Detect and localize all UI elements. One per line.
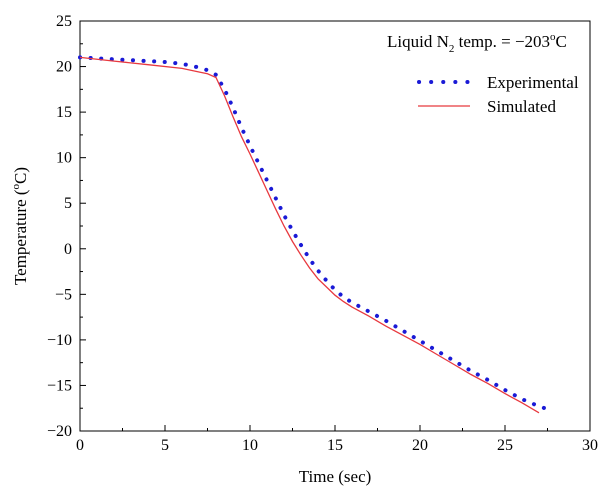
- y-tick-label: 20: [56, 59, 72, 76]
- y-tick-label: 25: [56, 13, 72, 30]
- x-tick-label: 10: [242, 437, 258, 454]
- y-tick-label: −20: [47, 423, 72, 440]
- y-tick-label: 0: [64, 241, 72, 258]
- x-tick-label: 5: [161, 437, 169, 454]
- x-tick-label: 15: [327, 437, 343, 454]
- x-axis-title: Time (sec): [299, 467, 372, 486]
- legend-label-simulated: Simulated: [487, 97, 556, 116]
- x-tick-label: 30: [582, 437, 598, 454]
- y-tick-label: −15: [47, 377, 72, 394]
- y-tick-label: 15: [56, 104, 72, 121]
- x-tick-label: 0: [76, 437, 84, 454]
- legend-label-experimental: Experimental: [487, 73, 579, 92]
- x-axis-ticks: 0 5 10 15 20 25 30: [76, 425, 598, 454]
- x-tick-label: 20: [412, 437, 428, 454]
- y-tick-label: 10: [56, 150, 72, 167]
- series-line-experimental: [78, 55, 550, 412]
- y-tick-label: −10: [47, 332, 72, 349]
- x-tick-label: 25: [497, 437, 513, 454]
- y-tick-label: 5: [64, 195, 72, 212]
- y-tick-label: −5: [55, 286, 72, 303]
- annotation-liquid-n2-temp: Liquid N2 temp. = −203oC: [387, 31, 567, 55]
- y-axis-ticks: −20 −15 −10 −5 0 5 10 15 20 25: [47, 13, 86, 440]
- y-axis-title: Temperature (oC): [10, 167, 30, 285]
- series: [78, 55, 550, 414]
- legend: Experimental Simulated: [417, 73, 579, 116]
- series-line-simulated: [79, 56, 540, 414]
